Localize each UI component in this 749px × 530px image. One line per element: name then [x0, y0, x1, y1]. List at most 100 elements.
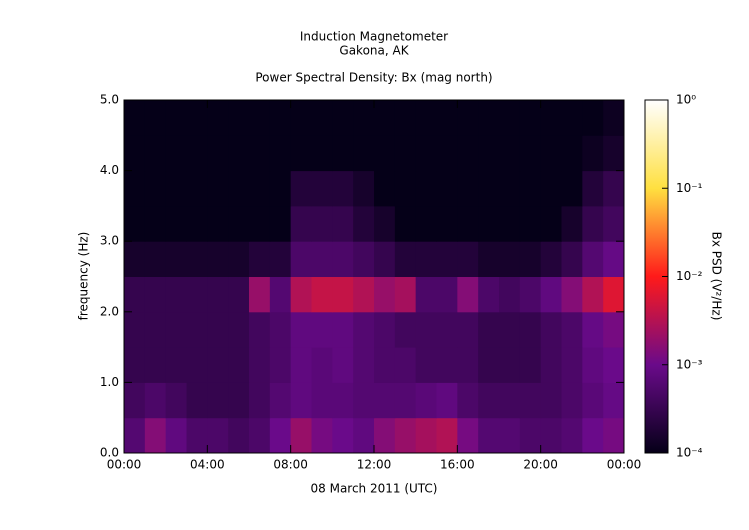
heatmap-cell: [582, 417, 604, 454]
heatmap-cell: [311, 311, 333, 348]
heatmap-cell: [353, 241, 375, 277]
heatmap-cell: [290, 417, 312, 454]
heatmap-cell: [311, 205, 333, 242]
heatmap-cell: [415, 241, 437, 277]
heatmap-cell: [165, 100, 187, 136]
heatmap-cell: [540, 100, 562, 136]
heatmap-cell: [332, 135, 354, 172]
heatmap-cell: [144, 205, 167, 242]
heatmap-cell: [457, 170, 479, 207]
heatmap-cell: [332, 417, 354, 454]
heatmap-cell: [144, 311, 167, 348]
heatmap-cell: [478, 382, 500, 419]
heatmap-cell: [499, 205, 521, 242]
heatmap-cell: [144, 276, 167, 313]
heatmap-cell: [499, 241, 521, 277]
x-tick-label: 08:00: [273, 458, 308, 472]
y-tick-label: 3.0: [100, 234, 119, 248]
heatmap-cell: [561, 205, 583, 242]
heatmap-cell: [353, 382, 375, 419]
heatmap-cell: [415, 170, 437, 207]
heatmap-cell: [478, 347, 500, 383]
heatmap-cell: [499, 311, 521, 348]
heatmap-cell: [436, 170, 458, 207]
heatmap-cell: [144, 347, 167, 383]
heatmap-cell: [124, 100, 146, 136]
heatmap-cell: [374, 170, 396, 207]
heatmap-cell: [582, 241, 604, 277]
heatmap-cell: [394, 311, 417, 348]
heatmap-cell: [415, 382, 437, 419]
heatmap-cell: [394, 382, 417, 419]
heatmap-cell: [228, 135, 250, 172]
chart-title: Induction Magnetometer: [300, 30, 448, 44]
x-tick-label: 04:00: [190, 458, 225, 472]
heatmap-cell: [207, 170, 229, 207]
heatmap-cell: [457, 382, 479, 419]
heatmap-cell: [478, 135, 500, 172]
heatmap-cell: [249, 311, 271, 348]
heatmap-cell: [374, 311, 396, 348]
heatmap-cell: [269, 382, 292, 419]
colorbar-tick-label: 10⁻⁴: [676, 446, 703, 460]
heatmap-cell: [332, 241, 354, 277]
heatmap-cell: [478, 241, 500, 277]
heatmap-cell: [353, 170, 375, 207]
heatmap-cell: [540, 241, 562, 277]
heatmap-cell: [603, 100, 625, 136]
heatmap-cell: [124, 276, 146, 313]
heatmap-cell: [561, 135, 583, 172]
heatmap-cell: [540, 382, 562, 419]
heatmap-cell: [394, 205, 417, 242]
heatmap-cell: [228, 100, 250, 136]
y-tick-label: 4.0: [100, 163, 119, 177]
heatmap-cell: [290, 135, 312, 172]
heatmap-cell: [519, 170, 542, 207]
heatmap-cell: [457, 276, 479, 313]
heatmap-cell: [603, 170, 625, 207]
heatmap-cell: [332, 276, 354, 313]
heatmap-cell: [374, 347, 396, 383]
heatmap-cell: [165, 382, 187, 419]
heatmap-cell: [311, 347, 333, 383]
heatmap-cell: [415, 205, 437, 242]
heatmap-cell: [436, 311, 458, 348]
heatmap-cell: [311, 417, 333, 454]
heatmap-cell: [582, 135, 604, 172]
heatmap-cell: [207, 205, 229, 242]
heatmap-cell: [519, 100, 542, 136]
heatmap-cell: [228, 276, 250, 313]
x-tick-label: 00:00: [607, 458, 642, 472]
heatmap-cell: [561, 100, 583, 136]
heatmap-cell: [269, 241, 292, 277]
heatmap-cell: [186, 347, 208, 383]
heatmap-cell: [603, 135, 625, 172]
heatmap-cell: [332, 170, 354, 207]
heatmap-cell: [478, 170, 500, 207]
heatmap-cell: [311, 135, 333, 172]
heatmap-cell: [332, 205, 354, 242]
heatmap-cell: [186, 241, 208, 277]
heatmap-cell: [603, 347, 625, 383]
heatmap-cell: [290, 170, 312, 207]
heatmap-cell: [207, 241, 229, 277]
heatmap-cell: [519, 276, 542, 313]
heatmap-cell: [499, 170, 521, 207]
heatmap-cell: [353, 276, 375, 313]
y-tick-label: 5.0: [100, 93, 119, 107]
plot-title: Power Spectral Density: Bx (mag north): [255, 71, 492, 85]
heatmap-cell: [165, 135, 187, 172]
heatmap-cell: [582, 347, 604, 383]
heatmap-cell: [582, 382, 604, 419]
heatmap-cell: [249, 417, 271, 454]
heatmap-cell: [394, 276, 417, 313]
heatmap-cell: [374, 100, 396, 136]
heatmap-cell: [478, 311, 500, 348]
heatmap-cell: [519, 241, 542, 277]
heatmap-cell: [124, 135, 146, 172]
heatmap-cell: [457, 135, 479, 172]
heatmap-cell: [249, 205, 271, 242]
heatmap-cell: [540, 276, 562, 313]
heatmap-cell: [499, 417, 521, 454]
